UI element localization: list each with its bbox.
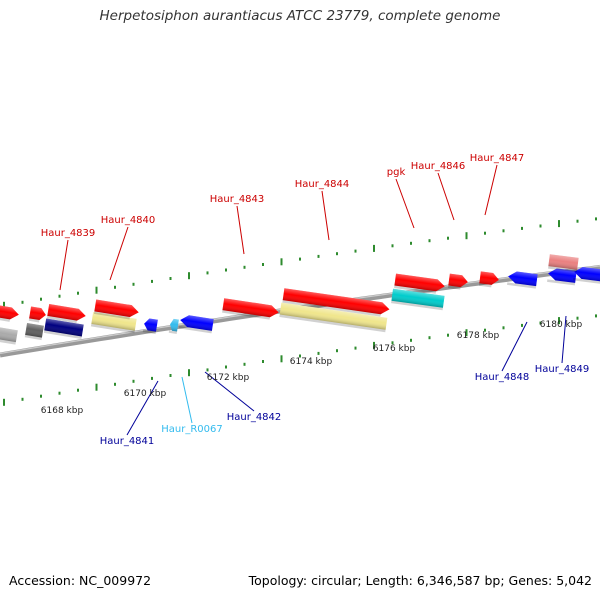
label-leader-line <box>181 376 193 424</box>
scale-label: 6178 kbp <box>457 331 500 341</box>
gene-arrow <box>168 318 179 335</box>
gene-block <box>391 288 445 311</box>
label-leader-line <box>126 380 159 436</box>
gene-label-bottom: Haur_4848 <box>475 372 530 383</box>
gene-label-top: Haur_4840 <box>101 215 156 226</box>
gene-label-bottom: Haur_4849 <box>535 364 590 375</box>
gene-arrow <box>507 271 538 289</box>
gene-arrow <box>394 273 445 294</box>
label-leader-line <box>395 178 415 229</box>
gene-label-top: Haur_4847 <box>470 153 525 164</box>
gene-label-top: pgk <box>387 167 406 178</box>
gene-block <box>24 322 44 341</box>
gene-arrow <box>0 304 19 322</box>
gene-arrow <box>93 299 139 320</box>
gene-arrow <box>28 306 46 323</box>
gene-arrow <box>547 268 577 286</box>
scale-label: 6176 kbp <box>373 344 416 354</box>
gene-label-top: Haur_4846 <box>411 161 466 172</box>
gene-block <box>90 312 137 334</box>
scale-label: 6170 kbp <box>124 389 167 399</box>
gene-arrow <box>46 304 86 324</box>
gene-arrow <box>573 266 600 285</box>
genome-title: Herpetosiphon aurantiacus ATCC 23779, co… <box>99 8 501 24</box>
scale-label: 6180 kbp <box>540 320 583 330</box>
gene-arrow <box>142 318 158 335</box>
genome-summary-text: Topology: circular; Length: 6,346,587 bp… <box>248 573 592 588</box>
gene-label-bottom: Haur_R0067 <box>161 424 223 435</box>
scale-label: 6172 kbp <box>207 373 250 383</box>
label-leader-line <box>204 371 255 412</box>
label-leader-line <box>109 226 129 281</box>
label-leader-line <box>484 164 498 216</box>
gene-block <box>279 302 388 333</box>
gene-features <box>0 254 600 345</box>
label-leader-line <box>59 239 69 291</box>
gene-block <box>43 318 84 339</box>
gene-label-top: Haur_4844 <box>295 179 350 190</box>
scale-ticks <box>3 217 597 406</box>
label-leader-line <box>501 321 528 372</box>
scale-label: 6174 kbp <box>290 357 333 367</box>
gene-arrow <box>478 271 499 288</box>
gene-label-top: Haur_4843 <box>210 194 265 205</box>
gene-arrow <box>282 288 390 317</box>
gene-label-top: Haur_4839 <box>41 228 96 239</box>
label-leader-lines <box>59 164 567 436</box>
accession-text: Accession: NC_009972 <box>9 573 152 588</box>
gene-arrow <box>447 273 468 290</box>
gene-arrow <box>222 298 279 320</box>
scale-label: 6168 kbp <box>41 406 84 416</box>
gene-arrow <box>178 315 214 334</box>
label-leader-line <box>321 190 330 241</box>
label-leader-line <box>561 315 567 364</box>
label-leader-line <box>437 172 455 221</box>
gene-label-bottom: Haur_4842 <box>227 412 282 423</box>
feature-labels: 6168 kbp 6170 kbp 6172 kbp 6174 kbp 6176 kbp… <box>41 153 590 447</box>
label-leader-line <box>236 205 245 255</box>
gene-label-bottom: Haur_4841 <box>100 436 155 447</box>
gene-block <box>548 254 579 273</box>
gene-block <box>0 326 18 345</box>
